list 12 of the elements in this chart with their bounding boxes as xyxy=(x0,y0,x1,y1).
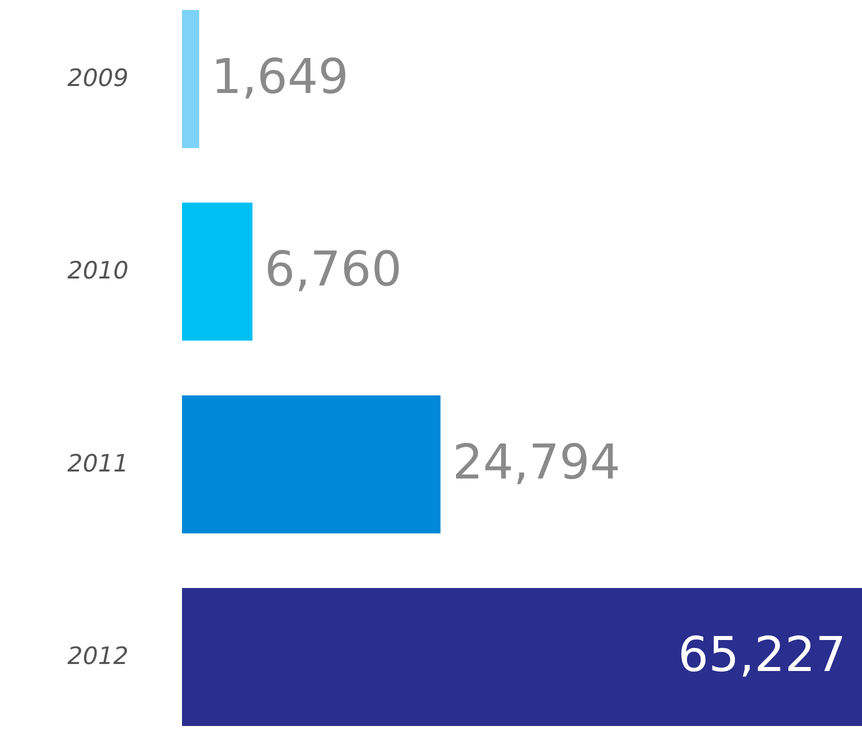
data-label: 65,227 xyxy=(678,627,846,684)
y-tick-label: 2010 xyxy=(67,256,128,285)
bar xyxy=(182,395,440,534)
bar xyxy=(182,10,200,148)
y-tick-label: 2011 xyxy=(67,449,128,478)
y-tick-label: 2009 xyxy=(67,64,128,92)
data-label: 1,649 xyxy=(211,48,349,105)
data-label: 6,760 xyxy=(264,242,402,298)
bar xyxy=(182,588,862,726)
y-tick-label: 2012 xyxy=(67,642,128,670)
bar xyxy=(182,202,252,341)
data-label: 24,794 xyxy=(452,434,620,490)
